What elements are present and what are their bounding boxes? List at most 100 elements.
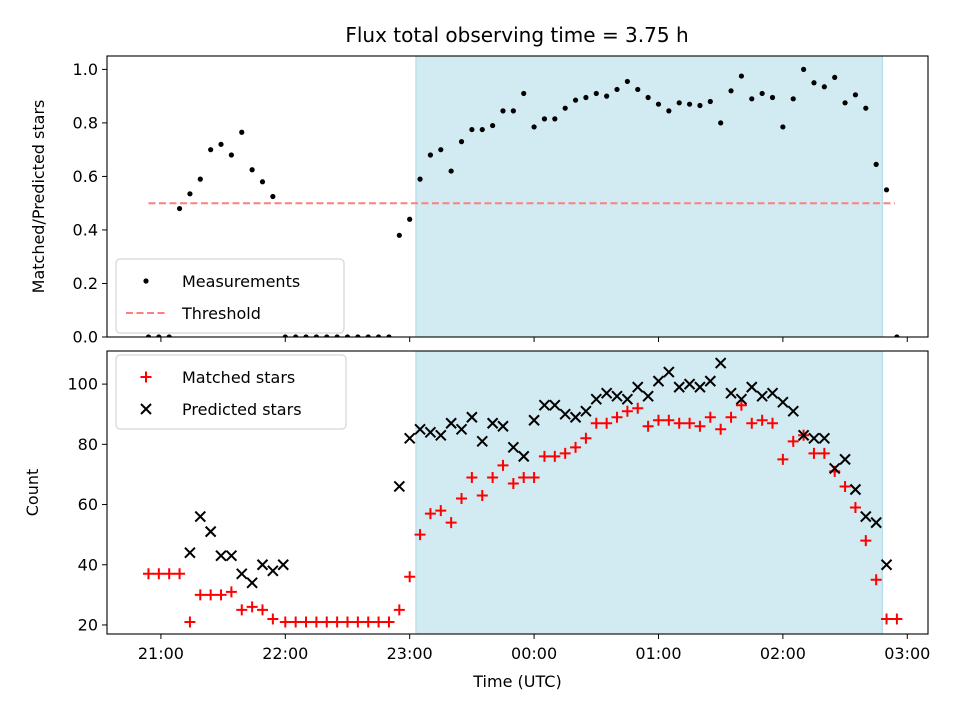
predicted-point xyxy=(777,396,789,408)
measurement-point xyxy=(769,94,776,101)
legend-label: Threshold xyxy=(181,304,261,323)
matched-point xyxy=(352,616,364,628)
measurement-point xyxy=(676,100,682,106)
matched-point xyxy=(279,616,291,628)
matched-point xyxy=(621,405,633,417)
measurement-point xyxy=(894,334,900,337)
legend-box xyxy=(115,354,347,430)
predicted-point xyxy=(580,405,592,417)
measurement-point xyxy=(697,102,703,109)
predicted-point xyxy=(725,387,737,399)
measurement-point xyxy=(239,129,245,135)
matched-point xyxy=(341,616,353,628)
measurement-point xyxy=(469,126,475,133)
predicted-point xyxy=(549,399,561,411)
predicted-point xyxy=(569,411,582,423)
predicted-point xyxy=(225,550,238,562)
matched-point xyxy=(673,417,685,429)
predicted-point xyxy=(797,429,810,442)
measurement-point xyxy=(666,108,672,114)
y-tick-label: 0.8 xyxy=(73,113,98,132)
predicted-point xyxy=(486,417,499,429)
matched-point xyxy=(538,450,550,462)
measurement-point xyxy=(448,168,454,174)
measurement-point xyxy=(197,176,203,182)
measurement-point xyxy=(873,161,879,167)
matched-point xyxy=(652,414,664,426)
measurement-point xyxy=(303,334,309,337)
measurement-point xyxy=(500,108,506,114)
measurement-point xyxy=(707,98,713,105)
measurement-point xyxy=(396,232,402,238)
measurement-point xyxy=(811,80,817,86)
matched-point xyxy=(642,420,654,432)
matched-point xyxy=(881,613,893,625)
measurement-point xyxy=(458,139,465,145)
matched-point xyxy=(256,604,268,616)
measurement-point xyxy=(541,116,548,122)
legend-matched-marker xyxy=(140,371,152,383)
predicted-point xyxy=(611,390,623,402)
data-layer xyxy=(145,66,900,337)
plot-frame xyxy=(106,350,929,635)
measurement-point xyxy=(883,187,890,193)
measurement-point xyxy=(375,334,382,337)
predicted-point xyxy=(642,390,654,402)
matched-point xyxy=(632,402,644,414)
ratio-panel: 0.0 0.2 0.4 0.6 0.8 1.0 Matched/Predicted star… xyxy=(29,55,929,347)
predicted-point xyxy=(860,510,872,523)
measurement-point xyxy=(604,93,610,99)
y-tick-label: 0.6 xyxy=(73,167,98,186)
measurement-point xyxy=(738,73,745,79)
matched-point xyxy=(445,517,457,529)
matched-point xyxy=(704,411,716,423)
predicted-point xyxy=(828,462,841,475)
measurement-point xyxy=(344,334,351,337)
matched-point xyxy=(476,490,488,502)
measurement-point xyxy=(759,90,765,97)
predicted-point xyxy=(215,550,227,562)
x-tick-label: 22:00 xyxy=(262,644,308,663)
legend-measurement-marker xyxy=(143,278,149,284)
matched-point xyxy=(756,414,768,426)
measurement-point xyxy=(270,193,276,200)
y-tick-label: 80 xyxy=(78,435,98,454)
matched-point xyxy=(236,604,248,616)
measurement-point xyxy=(427,152,434,158)
matched-point xyxy=(373,616,385,628)
predicted-point xyxy=(403,432,416,445)
matched-point xyxy=(663,414,675,426)
predicted-point xyxy=(600,387,613,399)
measurement-point xyxy=(490,122,496,129)
matched-point xyxy=(487,471,499,483)
y-axis-label: Count xyxy=(23,469,42,517)
matched-point xyxy=(184,616,196,628)
matched-point xyxy=(205,589,217,601)
matched-point xyxy=(393,604,405,616)
measurement-point xyxy=(228,152,234,158)
y-tick-label: 40 xyxy=(78,555,98,574)
matched-point xyxy=(300,616,312,628)
measurement-point xyxy=(166,334,172,337)
matched-point xyxy=(725,411,737,423)
matched-point xyxy=(153,568,165,580)
matched-point xyxy=(891,613,903,625)
x-tick-label: 21:00 xyxy=(138,644,184,663)
predicted-point xyxy=(204,525,217,538)
matched-point xyxy=(290,616,302,628)
measurement-point xyxy=(417,176,423,182)
predicted-point xyxy=(818,432,831,445)
measurement-point xyxy=(282,334,288,337)
predicted-point xyxy=(621,393,634,405)
predicted-point xyxy=(476,435,488,448)
y-tick-label: 60 xyxy=(78,495,98,514)
measurement-point xyxy=(407,216,413,222)
matched-point xyxy=(497,459,509,471)
x-tick-label: 01:00 xyxy=(635,644,681,663)
x-tick-label: 23:00 xyxy=(387,644,433,663)
measurement-point xyxy=(790,96,796,102)
predicted-point xyxy=(632,381,644,393)
predicted-point xyxy=(518,450,530,463)
matched-point xyxy=(580,432,592,444)
predicted-point xyxy=(663,366,675,378)
